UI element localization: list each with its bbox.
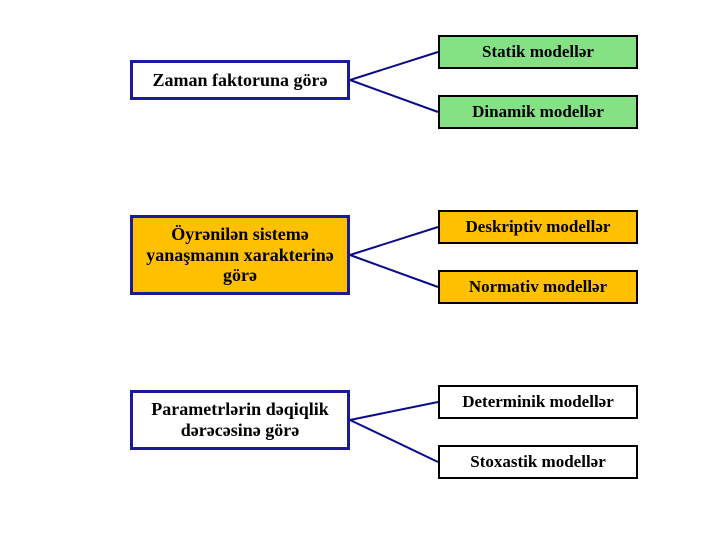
category-box-parametr: Parametrlərin dəqiqlik dərəcəsinə görə xyxy=(130,390,350,450)
model-box-determinik: Determinik modellər xyxy=(438,385,638,419)
model-box-dinamik: Dinamik modellər xyxy=(438,95,638,129)
edge-parametr-determinik xyxy=(350,402,438,420)
model-box-deskriptiv-label: Deskriptiv modellər xyxy=(466,217,611,237)
model-box-normativ: Normativ modellər xyxy=(438,270,638,304)
model-box-dinamik-label: Dinamik modellər xyxy=(472,102,604,122)
category-box-parametr-label: Parametrlərin dəqiqlik dərəcəsinə görə xyxy=(139,399,341,440)
model-box-determinik-label: Determinik modellər xyxy=(462,392,614,412)
edge-zaman-dinamik xyxy=(350,80,438,112)
category-box-zaman: Zaman faktoruna görə xyxy=(130,60,350,100)
model-box-statik-label: Statik modellər xyxy=(482,42,594,62)
edge-parametr-stoxastik xyxy=(350,420,438,462)
model-box-statik: Statik modellər xyxy=(438,35,638,69)
model-box-normativ-label: Normativ modellər xyxy=(469,277,607,297)
diagram-canvas: Zaman faktoruna görə Öyrənilən sistemə ya… xyxy=(0,0,720,540)
model-box-stoxastik: Stoxastik modellər xyxy=(438,445,638,479)
model-box-stoxastik-label: Stoxastik modellər xyxy=(470,452,606,472)
category-box-zaman-label: Zaman faktoruna görə xyxy=(153,70,328,91)
category-box-oyrenilen-label: Öyrənilən sistemə yanaşmanın xarakterinə… xyxy=(139,224,341,286)
model-box-deskriptiv: Deskriptiv modellər xyxy=(438,210,638,244)
edge-oyrenilen-deskriptiv xyxy=(350,227,438,255)
edge-zaman-statik xyxy=(350,52,438,80)
category-box-oyrenilen: Öyrənilən sistemə yanaşmanın xarakterinə… xyxy=(130,215,350,295)
edge-oyrenilen-normativ xyxy=(350,255,438,287)
